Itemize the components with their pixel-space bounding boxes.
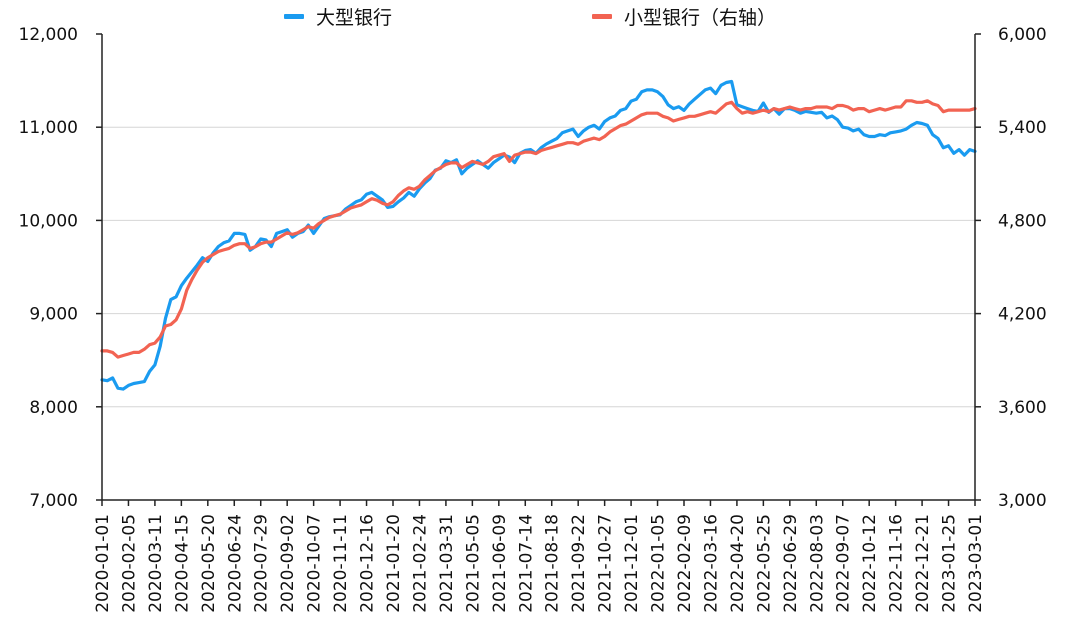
legend-item-small-banks: 小型银行（右轴） xyxy=(592,7,776,29)
right-y-tick-label: 3,600 xyxy=(998,398,1047,418)
legend-item-large-banks: 大型银行 xyxy=(284,7,392,29)
x-tick-label: 2020-02-05 xyxy=(120,514,140,613)
left-y-tick-label: 12,000 xyxy=(19,25,78,45)
x-tick-label: 2021-02-24 xyxy=(411,514,431,613)
x-tick-label: 2021-03-31 xyxy=(437,514,457,613)
legend-label: 大型银行 xyxy=(316,7,392,29)
x-tick-label: 2020-06-24 xyxy=(225,514,245,613)
x-tick-label: 2020-01-01 xyxy=(93,514,113,613)
x-tick-label: 2022-01-05 xyxy=(649,514,669,613)
x-tick-label: 2021-01-20 xyxy=(384,514,404,613)
legend-swatch xyxy=(592,14,612,19)
x-tick-label: 2020-05-20 xyxy=(199,514,219,613)
legend-swatch xyxy=(284,14,304,19)
right-y-tick-label: 6,000 xyxy=(998,25,1047,45)
x-tick-label: 2021-07-14 xyxy=(516,514,536,613)
x-tick-label: 2020-09-02 xyxy=(278,514,298,613)
left-y-tick-label: 8,000 xyxy=(29,398,78,418)
right-y-tick-label: 3,000 xyxy=(998,491,1047,511)
x-tick-label: 2021-05-05 xyxy=(463,514,483,613)
x-tick-label: 2022-04-20 xyxy=(728,514,748,613)
x-tick-label: 2021-08-18 xyxy=(543,514,563,613)
x-tick-label: 2022-05-25 xyxy=(754,514,774,613)
x-tick-label: 2022-08-03 xyxy=(807,514,827,613)
x-tick-label: 2020-07-29 xyxy=(252,514,272,613)
left-y-tick-label: 11,000 xyxy=(19,118,78,138)
left-y-tick-label: 7,000 xyxy=(29,491,78,511)
x-tick-label: 2021-09-22 xyxy=(569,514,589,613)
x-tick-label: 2022-06-29 xyxy=(781,514,801,613)
x-tick-label: 2022-02-09 xyxy=(675,514,695,613)
right-y-tick-label: 4,800 xyxy=(998,211,1047,231)
x-tick-label: 2022-09-07 xyxy=(834,514,854,613)
x-tick-label: 2022-11-16 xyxy=(887,514,907,613)
left-y-tick-label: 10,000 xyxy=(19,211,78,231)
x-tick-label: 2020-10-07 xyxy=(305,514,325,613)
right-y-tick-label: 5,400 xyxy=(998,118,1047,138)
series-line-small-banks xyxy=(100,99,977,359)
left-y-tick-label: 9,000 xyxy=(29,305,78,325)
grid-lines xyxy=(102,126,975,408)
x-tick-label: 2020-12-16 xyxy=(358,514,378,613)
right-y-tick-label: 4,200 xyxy=(998,305,1047,325)
x-tick-label: 2021-12-01 xyxy=(622,514,642,613)
x-tick-label: 2023-03-01 xyxy=(966,514,986,613)
x-tick-label: 2022-03-16 xyxy=(702,514,722,613)
legend-label: 小型银行（右轴） xyxy=(624,7,776,29)
legend: 大型银行 小型银行（右轴） xyxy=(284,7,776,29)
x-tick-label: 2020-03-11 xyxy=(146,514,166,613)
x-tick-label: 2020-04-15 xyxy=(172,514,192,613)
x-tick-label: 2021-10-27 xyxy=(596,514,616,613)
x-tick-label: 2020-11-11 xyxy=(331,514,351,613)
series-lines xyxy=(100,79,977,391)
axes: 7,000 8,000 9,000 10,000 11,000 12,000 3,000 3,… xyxy=(19,25,1047,613)
x-tick-label: 2021-06-09 xyxy=(490,514,510,613)
x-tick-label: 2022-10-12 xyxy=(860,514,880,613)
x-tick-label: 2022-12-21 xyxy=(913,514,933,613)
x-tick-label: 2023-01-25 xyxy=(940,514,960,613)
